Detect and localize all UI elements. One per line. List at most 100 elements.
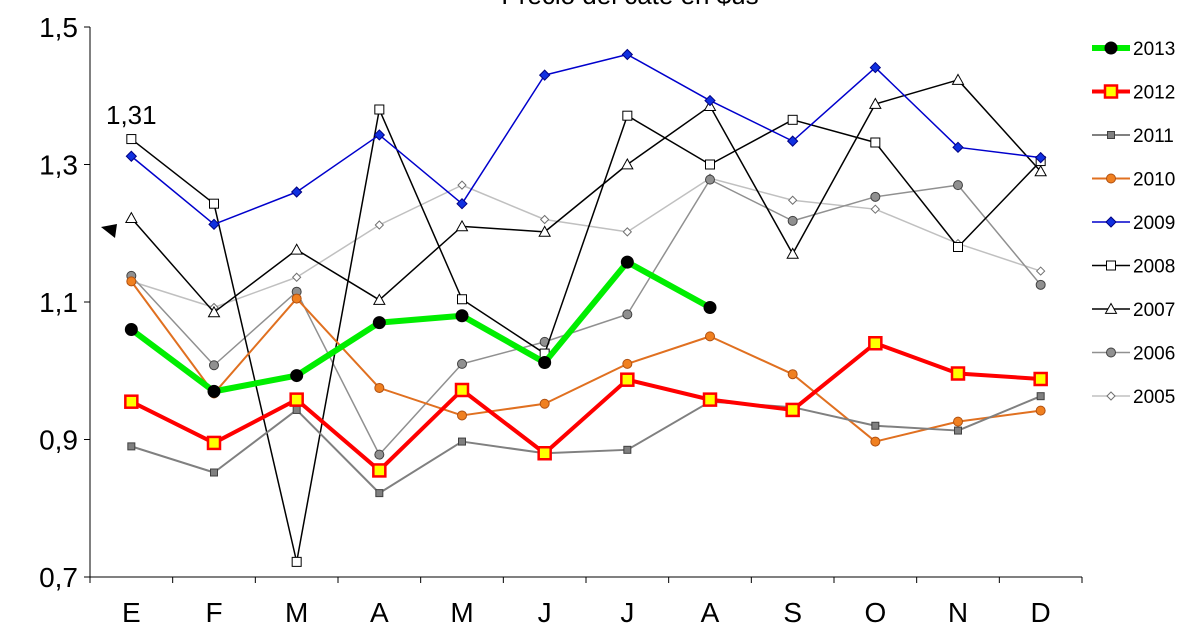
data-point-2005 xyxy=(1035,266,1046,276)
data-point-2006 xyxy=(374,449,385,460)
data-point-2009 xyxy=(373,129,386,141)
data-point-2008 xyxy=(787,114,798,125)
data-point-2008 xyxy=(126,134,137,145)
y-tick-label: 1,5 xyxy=(39,12,78,43)
data-point-2010 xyxy=(705,331,715,342)
data-point-2013 xyxy=(703,301,717,314)
data-point-2012 xyxy=(950,366,966,381)
data-point-2006 xyxy=(457,358,467,369)
data-point-2008 xyxy=(457,294,467,305)
data-point-2011 xyxy=(292,405,301,414)
data-point-2010 xyxy=(539,398,550,409)
data-point-2006 xyxy=(787,215,798,226)
data-point-2009 xyxy=(704,94,716,107)
data-point-2013 xyxy=(290,369,304,383)
data-point-2009 xyxy=(621,48,634,61)
data-point-2007 xyxy=(786,247,800,259)
legend-label: 2010 xyxy=(1133,170,1175,191)
series-line-2007 xyxy=(130,79,1042,314)
data-point-2009 xyxy=(952,141,964,154)
data-point-2009 xyxy=(125,150,138,162)
data-point-2008 xyxy=(705,159,715,170)
data-point-2012 xyxy=(868,336,883,351)
data-point-2012 xyxy=(1033,371,1048,387)
data-point-2009 xyxy=(290,186,303,198)
data-point-2010 xyxy=(953,416,963,427)
series-2005 xyxy=(126,173,1046,313)
data-point-2008 xyxy=(870,137,881,148)
data-point-2005 xyxy=(457,180,467,190)
data-point-2012 xyxy=(289,392,304,407)
data-point-2007 xyxy=(620,157,634,170)
data-point-2008 xyxy=(953,242,963,252)
data-point-2008 xyxy=(374,104,385,115)
data-point-2008 xyxy=(209,198,219,209)
legend-label: 2009 xyxy=(1133,213,1175,234)
data-point-2013 xyxy=(538,356,552,369)
data-point-2012 xyxy=(454,382,470,398)
data-point-2007 xyxy=(207,305,221,318)
series-line-2009 xyxy=(130,53,1042,226)
series-line-2011 xyxy=(130,395,1042,495)
data-point-2010 xyxy=(787,369,798,380)
legend-item-2011: 2011 xyxy=(1092,126,1174,147)
legend-marker xyxy=(1106,391,1116,401)
legend-marker xyxy=(1104,302,1118,314)
data-point-2009 xyxy=(456,197,468,210)
data-point-2013 xyxy=(207,384,221,398)
data-point-2007 xyxy=(868,97,882,109)
x-tick-label: M xyxy=(450,597,473,628)
legend-item-2005: 2005 xyxy=(1092,387,1175,408)
data-point-2013 xyxy=(620,255,634,269)
data-point-2009 xyxy=(208,218,220,231)
data-point-2011 xyxy=(375,489,384,498)
data-point-2007 xyxy=(455,219,469,232)
data-point-2009 xyxy=(869,61,882,74)
data-point-2008 xyxy=(622,110,633,121)
data-point-2007 xyxy=(1034,164,1048,177)
x-tick-label: F xyxy=(205,597,222,628)
series-layer xyxy=(124,48,1048,567)
data-point-2010 xyxy=(374,382,385,393)
x-tick-label: N xyxy=(948,597,968,628)
legend: 2013 2012 2011 2010 2009 2008 2007 2006 2005 xyxy=(1092,39,1175,408)
data-point-2011 xyxy=(127,442,136,451)
data-point-2011 xyxy=(871,421,880,430)
pointer-arrow-icon xyxy=(101,224,117,238)
y-tick-label: 0,9 xyxy=(39,425,78,456)
legend-label: 2012 xyxy=(1133,83,1175,104)
data-point-2010 xyxy=(126,276,137,287)
legend-item-2012: 2012 xyxy=(1092,83,1175,104)
legend-marker xyxy=(1104,41,1118,55)
data-point-2005 xyxy=(622,227,633,237)
x-tick-label: O xyxy=(864,597,886,628)
legend-item-2009: 2009 xyxy=(1092,213,1175,234)
x-tick-label: M xyxy=(285,597,308,628)
data-point-2011 xyxy=(458,437,466,446)
data-point-2011 xyxy=(954,426,962,435)
legend-item-2008: 2008 xyxy=(1092,257,1175,278)
data-point-2009 xyxy=(786,135,799,147)
series-2013 xyxy=(124,255,717,398)
series-line-2013 xyxy=(128,259,713,395)
y-tick-label: 1,3 xyxy=(39,150,78,181)
legend-label: 2007 xyxy=(1133,300,1175,321)
data-point-2006 xyxy=(209,360,219,371)
x-tick-label: D xyxy=(1031,597,1051,628)
x-tick-label: S xyxy=(783,597,802,628)
data-point-2006 xyxy=(705,174,715,185)
x-tick-label: J xyxy=(538,597,552,628)
data-point-2011 xyxy=(1036,392,1045,401)
legend-item-2007: 2007 xyxy=(1092,300,1175,321)
data-point-2010 xyxy=(457,410,467,421)
data-point-2011 xyxy=(623,445,632,454)
series-2012 xyxy=(124,336,1048,478)
data-point-2010 xyxy=(870,436,881,447)
data-point-2006 xyxy=(870,191,881,202)
y-tick-label: 0,7 xyxy=(39,562,78,593)
series-line-2006 xyxy=(130,178,1042,456)
data-point-2007 xyxy=(124,211,138,224)
